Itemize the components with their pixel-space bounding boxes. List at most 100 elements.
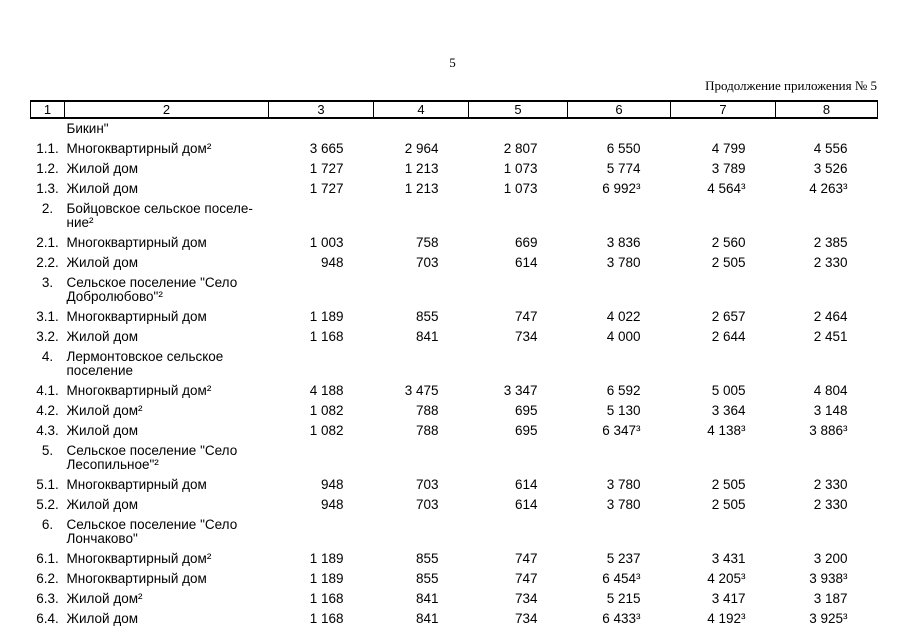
row-label: Многоквартирный дом²: [66, 141, 212, 156]
row-value-5: 695: [514, 423, 538, 438]
row-label: Жилой дом: [66, 255, 139, 270]
row-label: Многоквартирный дом: [66, 477, 207, 492]
row-value-4: [374, 118, 469, 139]
row-number: [31, 118, 65, 139]
table-row: 2. Бойцовское сельское поселе- ние²: [31, 199, 878, 233]
row-value-8: 3 200: [813, 551, 848, 566]
row-number: 6.: [41, 517, 54, 532]
row-value-3: 1 727: [309, 181, 344, 196]
row-number: 2.2.: [36, 255, 59, 270]
row-value-8: 3 925³: [809, 611, 848, 626]
row-value-3: [269, 199, 374, 233]
row-value-5: 734: [514, 329, 538, 344]
row-value-6: 6 592: [606, 383, 641, 398]
row-value-8: 2 464: [813, 309, 848, 324]
row-value-4: 841: [415, 611, 439, 626]
row-value-3: [269, 515, 374, 549]
row-value-7: 4 564³: [707, 181, 746, 196]
row-value-7: 3 431: [711, 551, 746, 566]
row-value-5: [469, 347, 568, 381]
row-number: 4.2.: [36, 403, 59, 418]
col-header-7: 7: [670, 100, 776, 119]
table-row: Бикин": [31, 118, 878, 139]
table-row: 3.1. Многоквартирный дом 1 189 855 747 4…: [31, 307, 878, 327]
row-value-7: [671, 118, 776, 139]
row-label: Многоквартирный дом: [66, 309, 207, 324]
table-row: 5.1. Многоквартирный дом 948 703 614 3 7…: [31, 475, 878, 495]
row-value-3: 1 189: [309, 309, 344, 324]
row-value-5: 734: [514, 591, 538, 606]
row-value-6: 5 237: [606, 551, 641, 566]
row-value-8: [776, 118, 878, 139]
row-value-7: [671, 515, 776, 549]
row-value-7: 4 192³: [707, 611, 746, 626]
row-value-3: [269, 347, 374, 381]
row-value-6: [568, 347, 671, 381]
row-label: Жилой дом: [66, 181, 139, 196]
row-number: 5.1.: [36, 477, 59, 492]
row-label: Лермонтовское сельское поселение: [66, 349, 224, 378]
row-value-3: 1 727: [309, 161, 344, 176]
row-value-5: 747: [514, 551, 538, 566]
row-value-7: 4 205³: [707, 571, 746, 586]
table-row: 5. Сельское поселение "Село Лесопильное"…: [31, 441, 878, 475]
row-value-3: 1 003: [309, 235, 344, 250]
row-value-6: [568, 515, 671, 549]
row-value-3: 1 168: [309, 329, 344, 344]
table-row: 6.1. Многоквартирный дом² 1 189 855 747 …: [31, 549, 878, 569]
row-label: Жилой дом²: [66, 403, 143, 418]
row-value-8: 4 804: [813, 383, 848, 398]
row-value-3: 1 082: [309, 403, 344, 418]
row-value-3: [269, 118, 374, 139]
row-number: 1.3.: [36, 181, 59, 196]
row-value-4: [374, 273, 469, 307]
row-number: 6.4.: [36, 611, 59, 626]
row-value-6: [568, 441, 671, 475]
row-value-4: [374, 347, 469, 381]
row-value-6: 6 550: [606, 141, 641, 156]
row-value-4: 1 213: [404, 161, 439, 176]
row-value-3: 948: [320, 497, 344, 512]
row-value-4: 855: [415, 571, 439, 586]
row-value-3: [269, 441, 374, 475]
col-header-2: 2: [64, 100, 269, 119]
row-number: 6.1.: [36, 551, 59, 566]
row-value-6: 6 454³: [602, 571, 641, 586]
row-number: 3.1.: [36, 309, 59, 324]
row-value-8: 3 187: [813, 591, 848, 606]
row-value-7: 3 789: [711, 161, 746, 176]
row-value-6: [568, 273, 671, 307]
row-value-8: 2 385: [813, 235, 848, 250]
table-row: 5.2. Жилой дом 948 703 614 3 780 2 505 2…: [31, 495, 878, 515]
row-value-8: 2 330: [813, 497, 848, 512]
row-label: Жилой дом: [66, 329, 139, 344]
table-row: 6.4. Жилой дом 1 168 841 734 6 433³ 4 19…: [31, 609, 878, 629]
row-value-6: [568, 199, 671, 233]
table-row: 6.3. Жилой дом² 1 168 841 734 5 215 3 41…: [31, 589, 878, 609]
row-value-7: [671, 347, 776, 381]
row-value-6: 5 774: [606, 161, 641, 176]
row-label: Бикин": [66, 121, 109, 136]
row-label: Сельское поселение "Село Лесопильное"²: [66, 443, 238, 472]
col-header-4: 4: [373, 100, 469, 119]
row-value-8: [776, 441, 878, 475]
row-number: 4.3.: [36, 423, 59, 438]
row-value-6: 3 780: [606, 477, 641, 492]
row-number: 4.: [41, 349, 54, 364]
table-row: 3.2. Жилой дом 1 168 841 734 4 000 2 644…: [31, 327, 878, 347]
row-value-3: [269, 273, 374, 307]
row-value-7: 2 644: [711, 329, 746, 344]
row-value-4: 703: [415, 255, 439, 270]
row-number: 5.2.: [36, 497, 59, 512]
row-value-7: [671, 199, 776, 233]
row-label: Жилой дом: [66, 423, 139, 438]
table-row: 6. Сельское поселение "Село Лончаково": [31, 515, 878, 549]
row-value-4: 703: [415, 477, 439, 492]
row-value-5: 2 807: [503, 141, 538, 156]
table-body: Бикин" 1.1. Многоквартирный дом² 3 665 2…: [31, 118, 878, 629]
row-value-7: [671, 273, 776, 307]
row-value-4: [374, 199, 469, 233]
table-row: 1.1. Многоквартирный дом² 3 665 2 964 2 …: [31, 139, 878, 159]
table-row: 4. Лермонтовское сельское поселение: [31, 347, 878, 381]
row-value-3: 1 168: [309, 591, 344, 606]
